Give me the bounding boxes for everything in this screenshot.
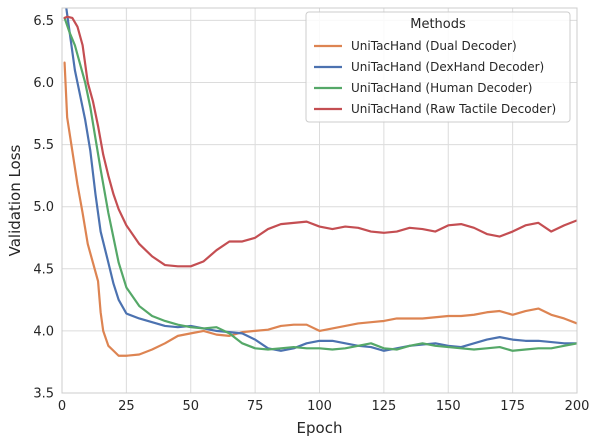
y-axis-ticks: 3.5 4.0 4.5 5.0 5.5 6.0 6.5 — [33, 14, 54, 402]
series-layer — [63, 8, 577, 357]
y-tick-label: 3.5 — [33, 387, 54, 402]
x-tick-label: 50 — [182, 399, 199, 414]
x-tick-label: 25 — [118, 399, 135, 414]
plot-frame — [61, 7, 578, 394]
legend-label-3: UniTacHand (Raw Tactile Decoder) — [351, 102, 556, 116]
series-line-2 — [63, 16, 577, 352]
legend-title: Methods — [410, 17, 466, 32]
legend-label-2: UniTacHand (Human Decoder) — [351, 81, 532, 95]
x-axis-title: Epoch — [297, 419, 343, 437]
x-tick-label: 200 — [565, 399, 590, 414]
y-tick-label: 4.0 — [33, 324, 54, 339]
y-tick-label: 4.5 — [33, 262, 54, 277]
legend-items: UniTacHand (Dual Decoder) UniTacHand (Dex… — [314, 39, 556, 116]
x-tick-label: 150 — [436, 399, 461, 414]
x-tick-label: 125 — [371, 399, 396, 414]
series-line-1 — [65, 8, 577, 352]
x-axis-ticks: 0 25 50 75 100 125 150 175 200 — [58, 399, 590, 414]
x-tick-label: 175 — [500, 399, 525, 414]
y-tick-label: 5.0 — [33, 200, 54, 215]
x-tick-label: 0 — [58, 399, 66, 414]
x-tick-label: 100 — [307, 399, 332, 414]
y-tick-label: 6.5 — [33, 14, 54, 29]
legend: Methods UniTacHand (Dual Decoder)UniTacH… — [305, 11, 571, 123]
legend-box — [305, 11, 571, 123]
y-tick-label: 6.0 — [33, 76, 54, 91]
series-line-0 — [63, 61, 577, 357]
legend-label-0: UniTacHand (Dual Decoder) — [351, 39, 517, 53]
y-tick-label: 5.5 — [33, 138, 54, 153]
legend-label-1: UniTacHand (DexHand Decoder) — [351, 60, 544, 74]
series-line-3 — [63, 15, 577, 268]
x-tick-label: 75 — [247, 399, 264, 414]
y-axis-title: Validation Loss — [6, 144, 24, 256]
